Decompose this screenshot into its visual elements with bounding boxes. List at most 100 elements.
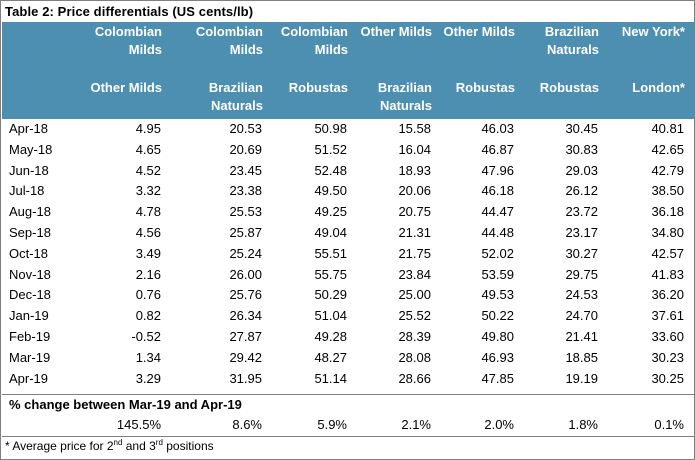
table-row: Sep-18 4.56 25.87 49.04 21.31 44.48 23.17 34.80 — [1, 223, 694, 243]
cell-value: 30.23 — [651, 349, 684, 365]
header-top-col-6: Brazilian Naturals — [544, 24, 599, 57]
cell-value: 3.49 — [135, 245, 161, 261]
cell-value: 50.98 — [314, 121, 347, 136]
cell-value: 26.34 — [229, 308, 262, 324]
cell-value: 23.72 — [565, 204, 598, 220]
cell-value: 28.66 — [398, 370, 431, 386]
table-row: Aug-18 4.78 25.53 49.25 20.75 44.47 23.72 36.18 — [1, 202, 694, 222]
table-title: Table 2: Price differentials (US cents/l… — [5, 4, 254, 19]
cell-value: 33.60 — [651, 329, 684, 344]
cell-value: 51.14 — [314, 370, 347, 386]
row-month: Oct-18 — [9, 245, 49, 261]
pct-change-cell: 8.6% — [232, 417, 262, 432]
cell-value: 4.52 — [135, 162, 161, 178]
cell-value: 49.50 — [314, 183, 347, 199]
cell-value: 30.27 — [565, 245, 598, 261]
row-month: Feb-19 — [9, 329, 51, 344]
pct-change-cell: 145.5% — [116, 417, 161, 432]
row-month: Apr-19 — [9, 370, 49, 386]
cell-value: 29.42 — [229, 349, 262, 365]
cell-value: 49.80 — [481, 329, 514, 344]
cell-value: 25.76 — [229, 287, 262, 303]
cell-value: 4.65 — [135, 141, 161, 157]
cell-value: 26.12 — [565, 183, 598, 199]
cell-value: 28.39 — [398, 329, 431, 344]
cell-value: 47.85 — [481, 370, 514, 386]
cell-value: 21.31 — [398, 225, 431, 240]
header-top-col-2: Colombian Milds — [195, 24, 263, 57]
cell-value: 46.87 — [481, 141, 514, 157]
cell-value: 4.78 — [135, 204, 161, 220]
cell-value: 24.70 — [565, 308, 598, 324]
footnote-sup-nd: nd — [113, 438, 123, 447]
table-row: Apr-19 3.29 31.95 51.14 28.66 47.85 19.19 30.25 — [1, 369, 694, 389]
footnote-text-mid: and 3 — [122, 439, 156, 453]
table-row: Apr-18 4.95 20.53 50.98 15.58 46.03 30.45 40.81 — [1, 119, 694, 139]
cell-value: 23.45 — [229, 162, 262, 178]
row-month: Apr-18 — [9, 121, 49, 136]
cell-value: 49.04 — [314, 225, 347, 240]
cell-value: -0.52 — [131, 329, 161, 344]
header-bottom-col-2: Brazilian Naturals — [208, 80, 263, 113]
footnote: * Average price for 2nd and 3rd position… — [5, 438, 214, 454]
row-month: May-18 — [9, 141, 53, 157]
cell-value: 31.95 — [229, 370, 262, 386]
cell-value: 21.75 — [398, 245, 431, 261]
pct-change-values: 145.5% 8.6% 5.9% 2.1% 2.0% 1.8% 0.1% — [1, 415, 694, 435]
table-row: Feb-19 -0.52 27.87 49.28 28.39 49.80 21.41 33.6… — [1, 327, 694, 347]
row-month: Jul-18 — [9, 183, 45, 199]
cell-value: 49.28 — [314, 329, 347, 344]
cell-value: 2.16 — [135, 266, 161, 282]
cell-value: 30.83 — [565, 141, 598, 157]
cell-value: 25.24 — [229, 245, 262, 261]
cell-value: 36.18 — [651, 204, 684, 220]
cell-value: 25.52 — [398, 308, 431, 324]
cell-value: 1.34 — [135, 349, 161, 365]
cell-value: 41.83 — [651, 266, 684, 282]
table-header: Colombian Milds Colombian Milds Colombian … — [2, 22, 694, 119]
cell-value: 19.19 — [565, 370, 598, 386]
table-row: Mar-19 1.34 29.42 48.27 28.08 46.93 18.85 30.23 — [1, 348, 694, 368]
cell-value: 25.53 — [229, 204, 262, 220]
cell-value: 52.48 — [314, 162, 347, 178]
cell-value: 25.00 — [398, 287, 431, 303]
pct-separator — [2, 394, 694, 395]
cell-value: 20.75 — [398, 204, 431, 220]
table-row: May-18 4.65 20.69 51.52 16.04 46.87 30.83 42.65 — [1, 140, 694, 160]
cell-value: 46.18 — [481, 183, 514, 199]
header-top-col-5: Other Milds — [443, 24, 515, 39]
cell-value: 48.27 — [314, 349, 347, 365]
cell-value: 37.61 — [651, 308, 684, 324]
cell-value: 23.38 — [229, 183, 262, 199]
cell-value: 25.87 — [229, 225, 262, 240]
row-month: Mar-19 — [9, 349, 51, 365]
cell-value: 26.00 — [229, 266, 262, 282]
cell-value: 49.25 — [314, 204, 347, 220]
cell-value: 50.29 — [314, 287, 347, 303]
cell-value: 36.20 — [651, 287, 684, 303]
row-month: Jun-18 — [9, 162, 49, 178]
cell-value: 29.75 — [565, 266, 598, 282]
footnote-text: * Average price for 2 — [5, 439, 114, 453]
pct-change-cell: 2.1% — [401, 417, 431, 432]
table-row: Nov-18 2.16 26.00 55.75 23.84 53.59 29.75 41.83 — [1, 265, 694, 285]
cell-value: 30.25 — [651, 370, 684, 386]
cell-value: 18.85 — [565, 349, 598, 365]
cell-value: 27.87 — [229, 329, 262, 344]
cell-value: 18.93 — [398, 162, 431, 178]
row-month: Jan-19 — [9, 308, 49, 324]
cell-value: 46.93 — [481, 349, 514, 365]
cell-value: 49.53 — [481, 287, 514, 303]
row-month: Aug-18 — [9, 204, 51, 220]
cell-value: 23.84 — [398, 266, 431, 282]
cell-value: 3.29 — [135, 370, 161, 386]
cell-value: 28.08 — [398, 349, 431, 365]
footnote-sup-rd: rd — [155, 438, 163, 447]
header-top-col-1: Colombian Milds — [94, 24, 162, 57]
table-row: Dec-18 0.76 25.76 50.29 25.00 49.53 24.53 36.20 — [1, 285, 694, 305]
pct-change-label: % change between Mar-19 and Apr-19 — [9, 397, 242, 412]
cell-value: 4.95 — [135, 121, 161, 136]
cell-value: 15.58 — [398, 121, 431, 136]
cell-value: 3.32 — [135, 183, 161, 199]
